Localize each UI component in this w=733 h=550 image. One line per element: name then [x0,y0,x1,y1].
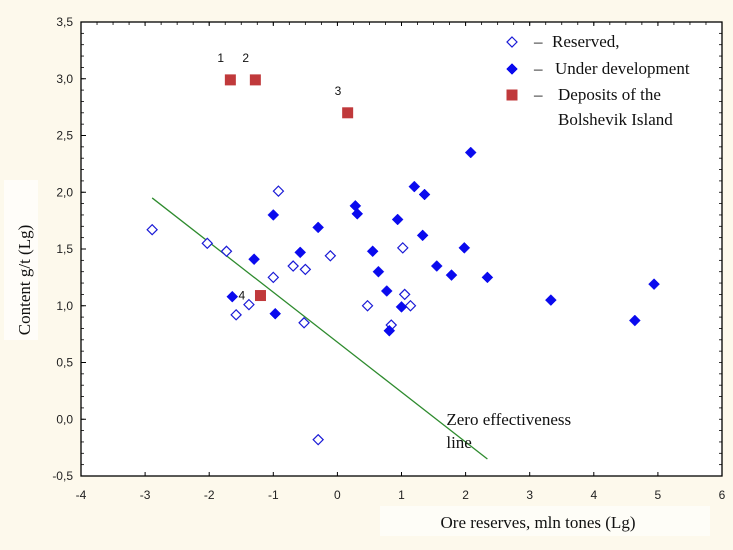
reserved-point [230,308,242,321]
under-development-point [648,278,660,291]
plot-frame [80,21,723,477]
x-tick-label: -3 [140,488,151,502]
under-development-point [366,245,379,258]
legend-dash: – [533,32,543,51]
x-tick-label: 2 [462,488,469,502]
y-tick-label: 3,5 [56,15,73,29]
x-axis-title-bg [380,506,710,536]
y-axis-title-bg [4,180,38,340]
x-tick-label: -2 [204,488,215,502]
reserved-point [267,271,280,284]
y-tick-label: 3,0 [56,72,73,86]
x-tick-label: -1 [268,488,279,502]
legend-dash: – [533,59,543,78]
y-tick-label: 2,0 [56,185,73,199]
y-tick-label: 2,5 [56,129,73,143]
point-label: 3 [335,84,342,98]
legend-marker [506,63,518,75]
under-development-point [312,221,325,234]
under-development-point [395,301,408,313]
reserved-point [287,260,300,272]
under-development-point [445,269,458,281]
reserved-point [272,185,285,197]
under-development-point [458,242,471,254]
y-tick-label: 0,5 [56,356,73,370]
under-development-point [416,229,429,242]
legend-label: Bolshevik Island [558,110,673,129]
under-development-point [383,324,396,337]
reserved-point [220,245,233,258]
x-tick-label: -4 [76,488,87,502]
reserved-point [146,223,158,236]
under-development-point [408,180,421,193]
y-tick-label: 0,0 [56,412,73,426]
under-development-point [481,271,494,284]
under-development-point [267,209,280,221]
under-development-point [294,246,307,259]
point-label: 4 [238,289,245,303]
data-points [146,74,660,446]
under-development-point [351,207,364,220]
under-development-point [628,314,641,327]
annotation-text: Zero effectiveness [446,410,571,429]
reserved-point [396,242,409,254]
under-development-point [248,253,260,266]
point-label: 1 [217,51,224,65]
x-tick-label: 6 [719,488,726,502]
reserved-point [312,433,325,446]
reserved-point [298,316,310,329]
under-development-point [544,294,557,306]
under-development-point [391,213,404,226]
legend-label: Under development [555,59,690,78]
x-tick-label: 1 [398,488,405,502]
bolshevik-deposit-point [342,107,354,119]
reserved-point [324,249,337,262]
x-tick-label: 3 [526,488,533,502]
y-tick-label: -0,5 [52,469,73,483]
under-development-point [430,260,443,272]
reserved-point [243,298,255,311]
under-development-point [372,265,385,278]
bolshevik-deposit-point [224,74,236,86]
under-development-point [464,146,477,159]
reserved-point [299,263,312,276]
legend: – Reserved,– Under development– Deposits of… [506,32,690,129]
x-tick-label: 4 [590,488,597,502]
annotation-text: line [446,433,472,452]
legend-marker [506,89,518,101]
reserved-point [361,299,374,312]
annotation-zero-line: Zero effectiveness line [446,410,571,452]
point-labels: 1 2 3 4 [217,51,341,303]
y-tick-labels: -0,5 0,0 0,5 1,0 1,5 2,0 2,5 3,0 3,5 [52,15,73,483]
y-tick-label: 1,5 [56,242,73,256]
legend-label: Reserved, [552,32,620,51]
reserved-point [404,299,417,312]
point-label: 2 [242,51,249,65]
reserved-point [201,237,214,250]
under-development-point [380,285,393,297]
under-development-point [226,290,239,303]
bolshevik-deposit-point [254,290,266,302]
legend-marker [506,36,518,48]
legend-dash: – [533,85,543,104]
reserved-point [398,288,411,301]
under-development-point [418,188,431,201]
under-development-point [269,307,282,320]
y-tick-label: 1,0 [56,299,73,313]
y-axis-title: Content g/t (Lg) [15,225,34,335]
bolshevik-deposit-point [249,74,261,86]
x-tick-label: 5 [655,488,662,502]
x-tick-labels: -4 -3 -2 -1 0 1 2 3 4 5 6 [76,488,726,502]
x-axis-title: Ore reserves, mln tones (Lg) [441,513,636,532]
x-tick-label: 0 [334,488,341,502]
legend-label: Deposits of the [558,85,661,104]
